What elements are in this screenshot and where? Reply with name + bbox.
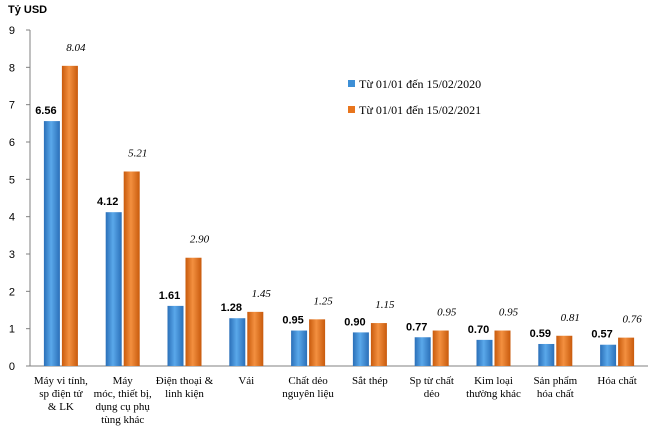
y-axis-unit: Tỷ USD (8, 4, 47, 16)
value-label-2020: 0.95 (282, 315, 303, 327)
value-label-2021: 0.81 (561, 312, 580, 324)
x-tick-label: dụng cụ phụ (96, 401, 151, 413)
value-labels: 6.56 8.04 4.12 5.21 1.61 2.90 1.28 1.45 0.95 1.25… (35, 42, 642, 341)
value-label-2020: 1.28 (221, 302, 242, 314)
y-tick-label: 7 (9, 100, 15, 112)
value-label-2021: 8.04 (66, 42, 86, 54)
bar-2020 (476, 339, 493, 366)
value-label-2020: 0.59 (530, 328, 551, 340)
value-label-2021: 0.95 (499, 307, 519, 319)
x-tick-label: tùng khác (101, 414, 144, 426)
x-tick-label: hóa chất (537, 388, 574, 400)
x-tick-label: móc, thiết bị, (94, 388, 152, 400)
bar-2020 (43, 121, 60, 367)
y-tick-label: 6 (9, 137, 15, 149)
bar-2020 (600, 344, 617, 366)
value-label-2020: 0.57 (591, 329, 612, 341)
bar-2020 (105, 212, 122, 366)
x-tick-label: Chất dẻo (288, 375, 328, 387)
y-tick-label: 1 (9, 324, 15, 336)
x-tick-label: Sp từ chất (409, 375, 453, 387)
y-ticks: 0 1 2 3 4 5 6 7 8 9 (9, 25, 30, 373)
legend-swatch-2020 (348, 80, 355, 87)
bar-2021 (494, 330, 511, 366)
y-tick-label: 8 (9, 62, 15, 74)
value-label-2020: 0.70 (468, 324, 489, 336)
bar-2020 (352, 332, 369, 366)
value-label-2020: 6.56 (35, 105, 56, 117)
legend-label-2021: Từ 01/01 đến 15/02/2021 (359, 103, 481, 117)
value-label-2021: 1.15 (375, 299, 395, 311)
bar-2021 (556, 335, 573, 366)
x-tick-label: sp điện tử (39, 388, 83, 400)
value-label-2020: 1.61 (159, 290, 180, 302)
value-label-2020: 0.77 (406, 321, 427, 333)
y-tick-label: 5 (9, 174, 15, 186)
x-tick-label: Sản phẩm (533, 375, 577, 387)
bar-2020 (291, 330, 308, 366)
bar-2020 (414, 337, 431, 366)
value-label-2021: 1.25 (313, 295, 333, 307)
bar-2020 (229, 318, 246, 366)
bar-2021 (123, 171, 140, 366)
bar-2021 (432, 330, 449, 366)
value-label-2021: 0.76 (622, 314, 642, 326)
bar-2020 (538, 343, 555, 366)
y-tick-label: 9 (9, 25, 15, 37)
x-tick-label: Điện thoại & (156, 375, 214, 387)
value-label-2021: 2.90 (190, 234, 210, 246)
value-label-2021: 0.95 (437, 307, 457, 319)
value-label-2021: 1.45 (252, 288, 272, 300)
x-tick-label: linh kiện (165, 388, 204, 400)
bar-2021 (618, 337, 635, 366)
x-tick-label: Máy vi tính, (34, 375, 88, 387)
y-tick-label: 0 (9, 361, 15, 373)
bar-2021 (61, 65, 78, 366)
x-tick-label: nguyên liệu (282, 388, 334, 400)
bar-2021 (247, 311, 264, 366)
legend-swatch-2021 (348, 106, 355, 113)
bar-2021 (309, 319, 326, 366)
bar-2021 (185, 257, 202, 366)
x-tick-label: & LK (48, 401, 74, 413)
legend: Từ 01/01 đến 15/02/2020 Từ 01/01 đến 15/… (348, 77, 481, 117)
value-label-2020: 4.12 (97, 196, 118, 208)
legend-label-2020: Từ 01/01 đến 15/02/2020 (359, 77, 481, 91)
y-tick-label: 2 (9, 286, 15, 298)
bar-2020 (167, 305, 184, 366)
x-tick-label: Hóa chất (597, 375, 636, 387)
x-tick-label: thường khác (466, 388, 521, 400)
x-tick-label: dẻo (424, 388, 440, 400)
bar-2021 (370, 323, 387, 366)
bars (43, 65, 635, 367)
y-tick-label: 4 (9, 212, 15, 224)
value-label-2021: 5.21 (128, 147, 147, 159)
x-tick-label: Máy (113, 375, 134, 387)
value-label-2020: 0.90 (344, 316, 365, 328)
y-tick-label: 3 (9, 249, 15, 261)
x-tick-label: Sắt thép (352, 375, 388, 387)
x-tick-label: Vải (238, 375, 254, 387)
x-tick-label: Kim loại (474, 375, 513, 387)
